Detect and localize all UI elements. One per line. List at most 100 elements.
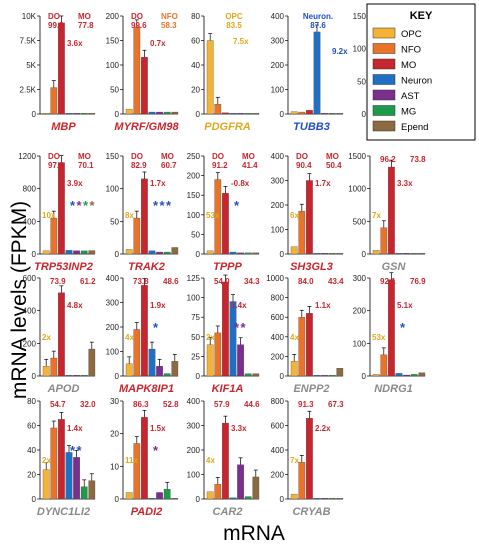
y-tick-label: 150 bbox=[353, 12, 367, 21]
bar-ast bbox=[403, 253, 410, 255]
fold-change-label: 53x bbox=[206, 211, 220, 220]
bar-mo bbox=[141, 57, 148, 115]
bar-mg bbox=[163, 251, 171, 255]
fold-change-label: 7x bbox=[290, 456, 299, 465]
y-tick-label: 200 bbox=[187, 446, 201, 455]
bar-neuron bbox=[65, 113, 73, 115]
y-tick-label: 100 bbox=[353, 45, 367, 54]
header-annotation: DO bbox=[48, 12, 60, 21]
fold-change-label: 1.1x bbox=[315, 301, 331, 310]
fold-change-label: 7x bbox=[372, 211, 381, 220]
bar-nfo bbox=[380, 354, 388, 377]
y-tick-label: 200 bbox=[106, 323, 120, 332]
fold-change-label: 1.5x bbox=[150, 424, 166, 433]
bar-ast bbox=[321, 253, 328, 255]
y-tick-label: 1000 bbox=[266, 274, 284, 283]
key-label-epend: Epend bbox=[401, 122, 428, 133]
y-tick-label: 500 bbox=[353, 217, 367, 226]
y-tick-label: 50 bbox=[357, 77, 366, 86]
y-tick-label: 0 bbox=[280, 372, 285, 381]
y-tick-label: 0 bbox=[280, 495, 285, 504]
y-tick-label: 7.5K bbox=[20, 37, 37, 46]
y-tick-label: 0 bbox=[362, 110, 367, 119]
bar-epend bbox=[336, 113, 344, 115]
gene-label: GSN bbox=[382, 261, 407, 273]
y-tick-label: 400 bbox=[106, 274, 120, 283]
y-tick-label: 80 bbox=[27, 397, 36, 406]
fold-change-label: 5.1x bbox=[397, 301, 413, 310]
bar-epend bbox=[171, 498, 179, 500]
bar-mg bbox=[244, 373, 252, 377]
header-annotation: 41.4 bbox=[242, 161, 258, 170]
bar-mo bbox=[58, 22, 65, 115]
header-annotation: 87.6 bbox=[310, 21, 326, 30]
bar-neuron bbox=[313, 375, 321, 377]
gene-label: PDGFRA bbox=[204, 121, 251, 133]
header-annotation: 54.7 bbox=[50, 400, 66, 409]
header-annotation: MO bbox=[242, 152, 255, 161]
bar-nfo bbox=[298, 317, 306, 377]
bar-epend bbox=[88, 480, 96, 500]
gene-label: TRP53INP2 bbox=[34, 261, 93, 273]
key-swatch-nfo bbox=[372, 43, 396, 54]
bar-opc bbox=[290, 246, 298, 255]
bar-mo bbox=[58, 162, 65, 255]
bar-mg bbox=[328, 375, 336, 377]
bar-ast bbox=[156, 366, 163, 377]
y-tick-label: 150 bbox=[187, 191, 201, 200]
header-annotation: 52.8 bbox=[163, 400, 179, 409]
y-tick-label: 800 bbox=[271, 397, 285, 406]
header-annotation: DO bbox=[212, 152, 224, 161]
y-tick-label: 0 bbox=[32, 495, 37, 504]
y-tick-label: 800 bbox=[271, 294, 285, 303]
gene-label: KIF1A bbox=[212, 383, 244, 395]
bar-mo bbox=[306, 417, 313, 500]
header-annotation: 90.4 bbox=[296, 161, 312, 170]
fold-change-label: 4x bbox=[206, 456, 215, 465]
bar-opc bbox=[42, 469, 50, 500]
bar-epend bbox=[418, 372, 426, 377]
bar-nfo bbox=[214, 104, 222, 115]
y-tick-label: 200 bbox=[271, 61, 285, 70]
y-tick-label: 30 bbox=[110, 397, 119, 406]
y-tick-label: 50 bbox=[191, 230, 200, 239]
y-tick-label: 0 bbox=[362, 372, 367, 381]
y-tick-label: 125 bbox=[187, 274, 201, 283]
bar-ast bbox=[237, 252, 244, 255]
y-tick-label: 600 bbox=[271, 313, 285, 322]
bar-ast bbox=[237, 113, 244, 115]
panel-mapk8ip1: 0 100 200 300 400 MAPK8IP1 73.8 48.6 1.9x 4x * bbox=[106, 274, 179, 395]
gene-label: MAPK8IP1 bbox=[119, 383, 174, 395]
y-tick-label: 300 bbox=[271, 177, 285, 186]
gene-label: APOD bbox=[47, 383, 80, 395]
x-axis-label: mRNA bbox=[223, 522, 285, 545]
y-tick-label: 250 bbox=[187, 152, 201, 161]
fold-change-label: 6x bbox=[290, 211, 299, 220]
bar-epend bbox=[171, 247, 179, 255]
bar-neuron bbox=[148, 498, 156, 500]
bar-epend bbox=[252, 373, 260, 377]
y-tick-label: 200 bbox=[23, 339, 37, 348]
bar-neuron bbox=[229, 251, 237, 255]
header-annotation: 76.9 bbox=[410, 277, 426, 286]
fold-change-label: 1.4x bbox=[67, 424, 83, 433]
header-annotation: DO bbox=[48, 152, 60, 161]
bar-mo bbox=[222, 193, 229, 255]
y-tick-label: 25 bbox=[191, 352, 200, 361]
header-annotation: 83.5 bbox=[226, 21, 242, 30]
key-swatch-epend bbox=[372, 120, 396, 132]
y-tick-label: 20 bbox=[27, 471, 36, 480]
bar-opc bbox=[42, 250, 50, 255]
panel-tubb3: 0 100 200 300 400 TUBB3 Neuron.87.6 9.2x bbox=[271, 12, 348, 133]
y-tick-label: 100 bbox=[271, 86, 285, 95]
bar-mg bbox=[410, 374, 418, 377]
y-tick-label: 60 bbox=[27, 422, 36, 431]
y-tick-label: 0 bbox=[32, 110, 37, 119]
key-swatch-opc bbox=[372, 27, 396, 39]
bar-opc bbox=[206, 40, 214, 115]
y-tick-label: 400 bbox=[271, 152, 285, 161]
bar-mo bbox=[306, 180, 313, 255]
